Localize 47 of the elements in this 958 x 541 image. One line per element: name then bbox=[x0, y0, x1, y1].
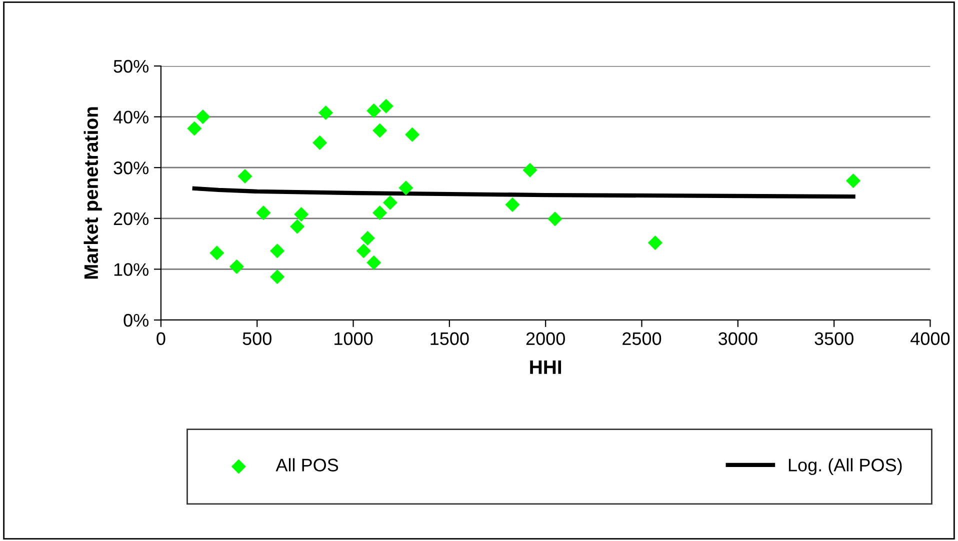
point bbox=[312, 135, 328, 150]
legend-label: All POS bbox=[276, 458, 338, 472]
x-tick-label: 2000 bbox=[526, 332, 565, 346]
point bbox=[378, 98, 394, 114]
y-axis-title: Market penetration bbox=[84, 107, 102, 279]
x-tick-label: 0 bbox=[156, 332, 166, 346]
point bbox=[270, 244, 285, 258]
point bbox=[270, 270, 285, 284]
y-tick-label: 50% bbox=[114, 60, 148, 73]
point bbox=[294, 207, 309, 222]
point bbox=[290, 219, 305, 234]
point bbox=[360, 230, 375, 246]
x-tick-label: 4000 bbox=[910, 332, 950, 346]
legend-label: Log. (All POS) bbox=[788, 458, 902, 476]
line-series bbox=[192, 186, 856, 199]
point bbox=[405, 127, 420, 142]
x-tick-label: 1500 bbox=[430, 332, 469, 346]
point bbox=[229, 259, 244, 274]
point bbox=[382, 195, 398, 210]
point bbox=[256, 206, 271, 220]
y-tick-label: 10% bbox=[114, 263, 148, 276]
point bbox=[372, 206, 388, 220]
x-axis-title: HHI bbox=[530, 360, 562, 374]
point bbox=[398, 180, 414, 196]
x-tick-label: 3000 bbox=[718, 332, 758, 346]
point bbox=[372, 123, 388, 138]
point bbox=[356, 244, 371, 258]
point bbox=[846, 174, 861, 188]
point bbox=[505, 197, 520, 212]
point bbox=[210, 246, 224, 260]
point bbox=[648, 236, 662, 250]
point bbox=[522, 162, 538, 178]
point bbox=[318, 105, 334, 120]
y-tick-label: 20% bbox=[114, 212, 148, 226]
x-tick-label: 500 bbox=[242, 332, 272, 346]
x-tick-label: 1000 bbox=[334, 332, 373, 346]
y-tick-label: 0% bbox=[124, 314, 148, 327]
point bbox=[196, 110, 210, 124]
point bbox=[548, 212, 562, 226]
y-tick-label: 30% bbox=[114, 162, 148, 174]
point bbox=[366, 103, 382, 118]
point bbox=[238, 168, 252, 184]
y-tick-label: 40% bbox=[113, 110, 148, 124]
x-tick-label: 2500 bbox=[622, 332, 662, 346]
point bbox=[366, 255, 382, 270]
x-tick-label: 3500 bbox=[814, 332, 854, 346]
point bbox=[187, 121, 202, 136]
